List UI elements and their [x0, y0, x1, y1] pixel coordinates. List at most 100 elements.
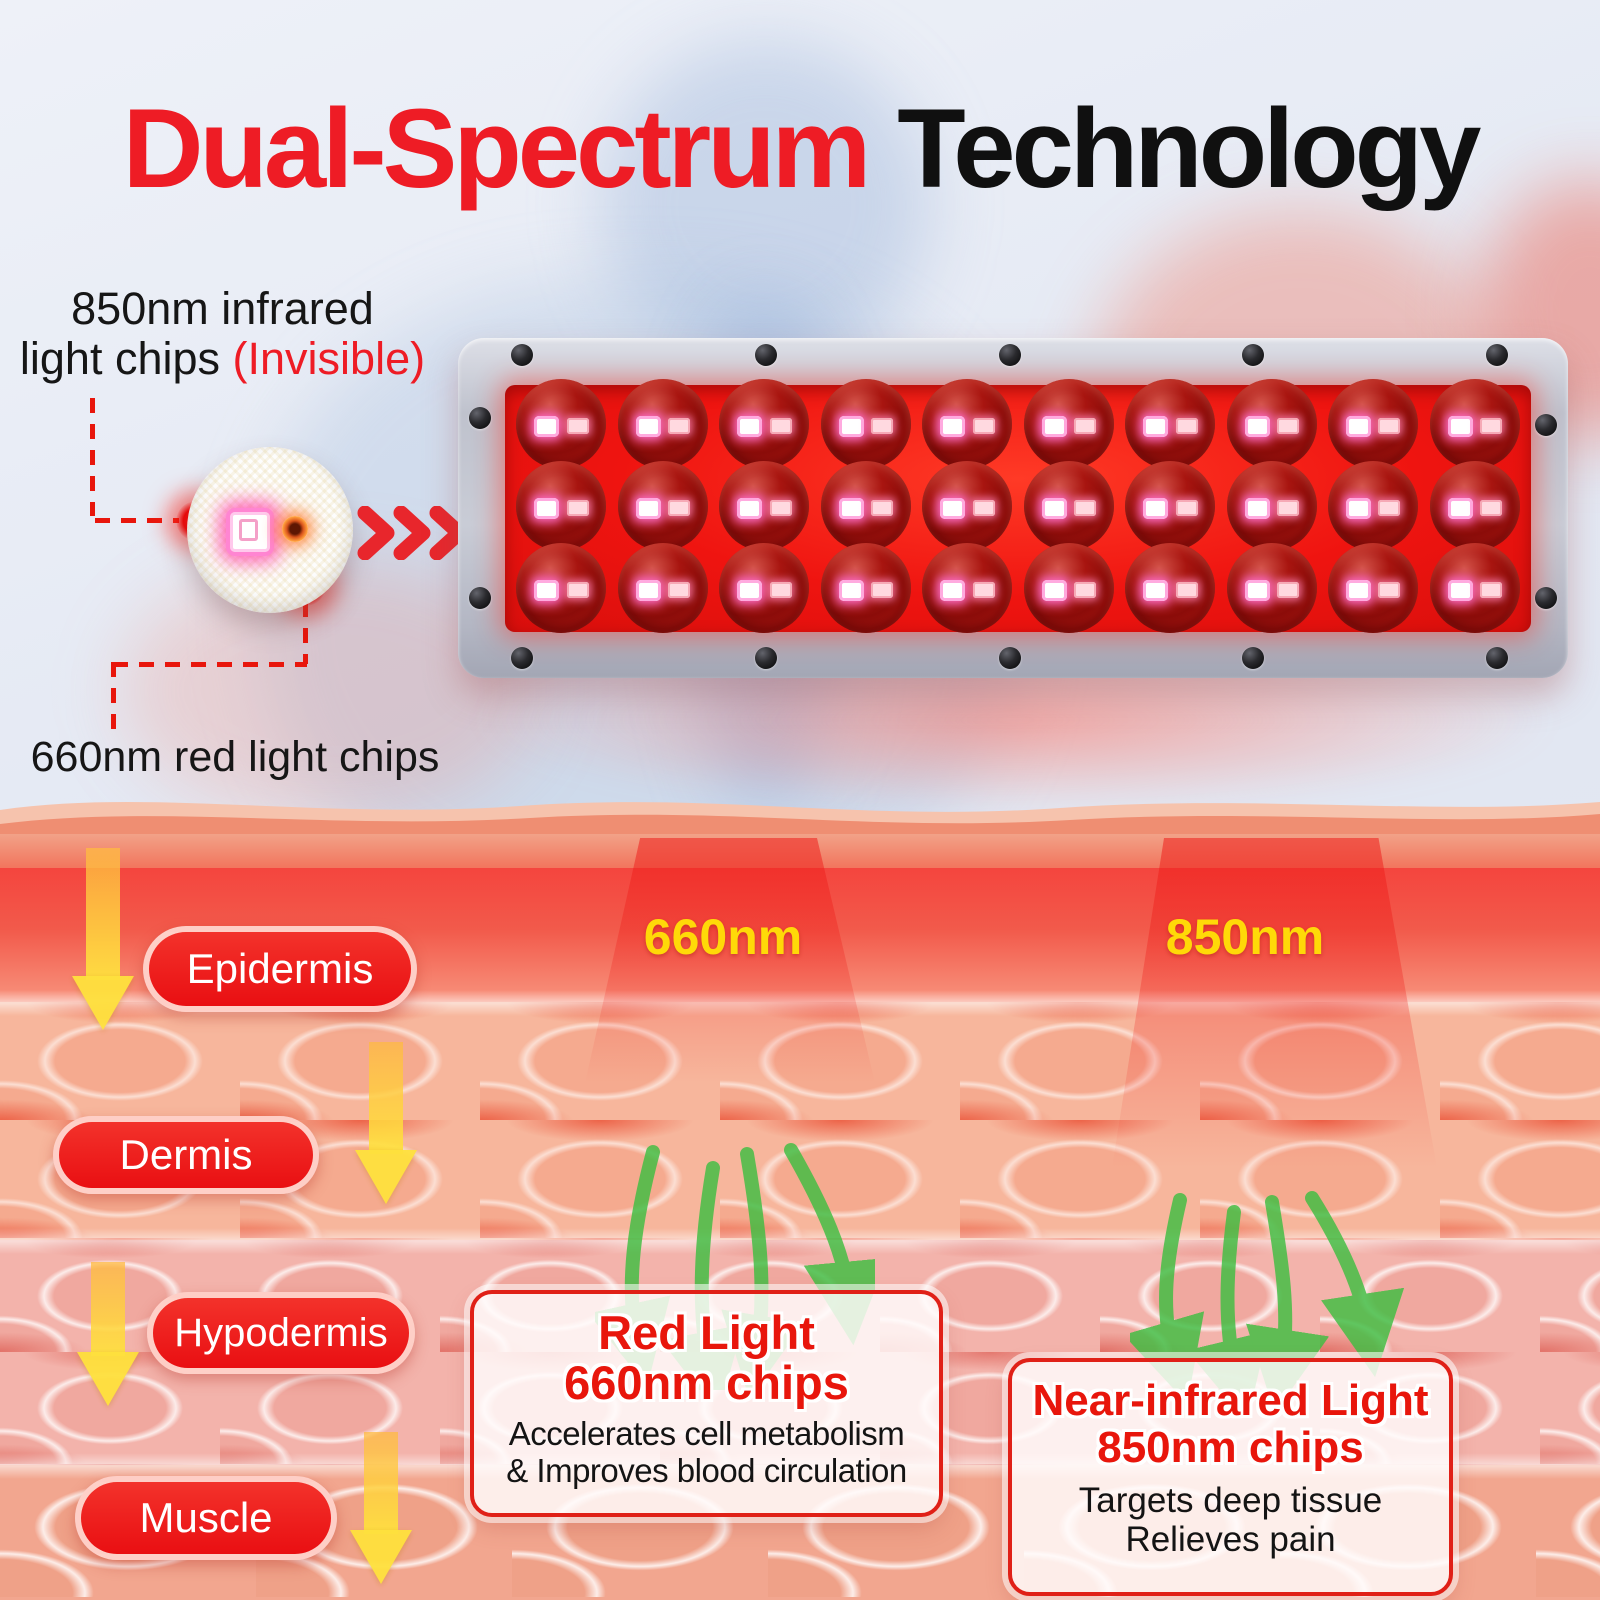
infobox-red-light-title2: 660nm chips	[564, 1355, 849, 1409]
depth-arrow-1-shaft	[86, 848, 120, 980]
panel-screw	[1486, 344, 1508, 366]
dash-line-850-vertical	[90, 398, 95, 516]
lens-chip-850-icon	[737, 415, 763, 437]
led-lens	[1226, 543, 1317, 633]
led-lens	[1429, 461, 1520, 551]
lens-chip-850-icon	[1447, 415, 1473, 437]
lens-chip-660-icon	[1175, 417, 1198, 434]
depth-arrow-4-head	[350, 1530, 412, 1584]
led-lens	[617, 543, 708, 633]
lens-chip-660-icon	[1378, 417, 1401, 434]
lens-chip-660-icon	[1277, 581, 1300, 598]
infobox-near-infrared: Near-infrared Light 850nm chips Targets …	[1008, 1358, 1453, 1596]
panel-screw	[755, 344, 777, 366]
dash-line-660-horizontal	[113, 662, 307, 667]
lens-chip-660-icon	[668, 581, 691, 598]
panel-screw	[1486, 647, 1508, 669]
pill-muscle-label: Muscle	[139, 1494, 273, 1541]
panel-screw	[999, 647, 1021, 669]
dash-line-850-horizontal	[95, 518, 179, 523]
led-row	[505, 379, 1531, 469]
led-lens	[516, 461, 607, 551]
depth-arrow-4-shaft	[364, 1432, 398, 1534]
lens-chip-660-icon	[769, 499, 792, 516]
lens-chip-660-icon	[769, 417, 792, 434]
led-lens	[922, 543, 1013, 633]
lens-chip-850-icon	[1346, 579, 1372, 601]
panel-screw	[469, 587, 491, 609]
lens-chip-660-icon	[871, 417, 894, 434]
lens-chip-850-icon	[838, 415, 864, 437]
lens-chip-660-icon	[1479, 581, 1502, 598]
led-lens	[1226, 461, 1317, 551]
panel-screw	[1242, 344, 1264, 366]
led-lens	[820, 543, 911, 633]
panel-screw	[755, 647, 777, 669]
led-lens	[1429, 543, 1520, 633]
led-lens	[1023, 543, 1114, 633]
led-grid	[505, 379, 1531, 633]
lens-chip-850-icon	[635, 579, 661, 601]
callout-850nm-line2: light chips (Invisible)	[0, 334, 445, 384]
panel-screw	[1535, 587, 1557, 609]
lens-chip-850-icon	[1346, 497, 1372, 519]
led-lens	[820, 461, 911, 551]
lens-chip-660-icon	[972, 417, 995, 434]
lens-chip-660-icon	[1175, 499, 1198, 516]
callout-850nm-line2-black: light chips	[19, 333, 221, 385]
dash-line-660-vertical-upper	[303, 602, 308, 664]
led-lens	[1328, 461, 1419, 551]
panel-screw	[999, 344, 1021, 366]
lens-chip-850-icon	[1041, 579, 1067, 601]
infobox-red-light-body: Accelerates cell metabolism & Improves b…	[474, 1414, 939, 1490]
lens-chip-660-icon	[871, 581, 894, 598]
title-highlight: Dual-Spectrum	[122, 86, 872, 211]
lens-chip-850-icon	[1041, 415, 1067, 437]
label-660nm: 660nm	[643, 909, 803, 965]
lens-chip-850-icon	[940, 415, 966, 437]
lens-chip-850-icon	[1143, 497, 1169, 519]
led-lens	[617, 379, 708, 469]
lens-chip-850-icon	[940, 579, 966, 601]
pill-dermis: Dermis	[53, 1116, 319, 1194]
panel-screw	[511, 344, 533, 366]
panel-screw	[511, 647, 533, 669]
lens-chip-850-icon	[838, 497, 864, 519]
label-850nm: 850nm	[1165, 909, 1325, 965]
depth-arrow-3-head	[77, 1352, 139, 1406]
led-lens	[719, 461, 810, 551]
depth-arrow-1-head	[72, 976, 134, 1030]
dash-line-660-vertical-lower	[111, 662, 116, 730]
pill-dermis-label: Dermis	[119, 1131, 253, 1178]
lens-chip-850-icon	[1447, 497, 1473, 519]
led-lens	[922, 461, 1013, 551]
led-lens	[1328, 543, 1419, 633]
lens-chip-660-icon	[566, 417, 589, 434]
lens-chip-660-icon	[1277, 499, 1300, 516]
lens-chip-660-icon	[1479, 499, 1502, 516]
infobox-nir-body: Targets deep tissue Relieves pain	[1012, 1481, 1449, 1559]
led-lens	[1429, 379, 1520, 469]
lens-chip-660-icon	[1074, 499, 1097, 516]
depth-arrow-2-head	[355, 1150, 417, 1204]
infobox-nir-title1: Near-infrared Light	[1032, 1376, 1429, 1425]
callout-660nm-text: 660nm red light chips	[30, 733, 440, 781]
lens-chip-660-icon	[668, 417, 691, 434]
lens-chip-660-icon	[668, 499, 691, 516]
background-body-head	[600, 40, 930, 370]
lens-chip-660-icon	[769, 581, 792, 598]
led-row	[505, 543, 1531, 633]
pill-hypodermis-label: Hypodermis	[174, 1310, 388, 1355]
infobox-red-light-body1: Accelerates cell metabolism	[508, 1414, 905, 1452]
lens-chip-660-icon	[1074, 581, 1097, 598]
panel-screw	[469, 407, 491, 429]
led-lens	[516, 543, 607, 633]
lens-chip-850-icon	[1041, 497, 1067, 519]
callout-660nm: 660nm red light chips	[10, 733, 460, 781]
lens-chip-850-icon	[1143, 415, 1169, 437]
lens-chip-850-icon	[1244, 579, 1270, 601]
panel-screw	[1242, 647, 1264, 669]
lens-chip-850-icon	[1346, 415, 1372, 437]
led-lens	[1125, 461, 1216, 551]
